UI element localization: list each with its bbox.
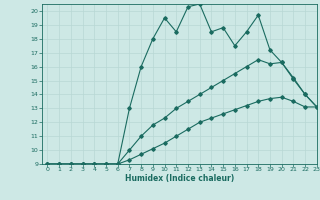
X-axis label: Humidex (Indice chaleur): Humidex (Indice chaleur) — [124, 174, 234, 183]
